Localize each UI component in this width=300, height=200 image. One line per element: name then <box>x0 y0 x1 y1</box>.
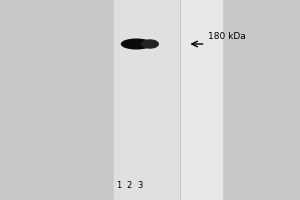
Text: 2: 2 <box>126 182 132 190</box>
Text: 180 kDa: 180 kDa <box>208 32 246 41</box>
Text: 3: 3 <box>137 182 142 190</box>
Bar <box>114 0 180 200</box>
Ellipse shape <box>142 40 158 48</box>
Text: 1: 1 <box>116 182 121 190</box>
Ellipse shape <box>122 39 152 49</box>
Bar <box>180 0 222 200</box>
